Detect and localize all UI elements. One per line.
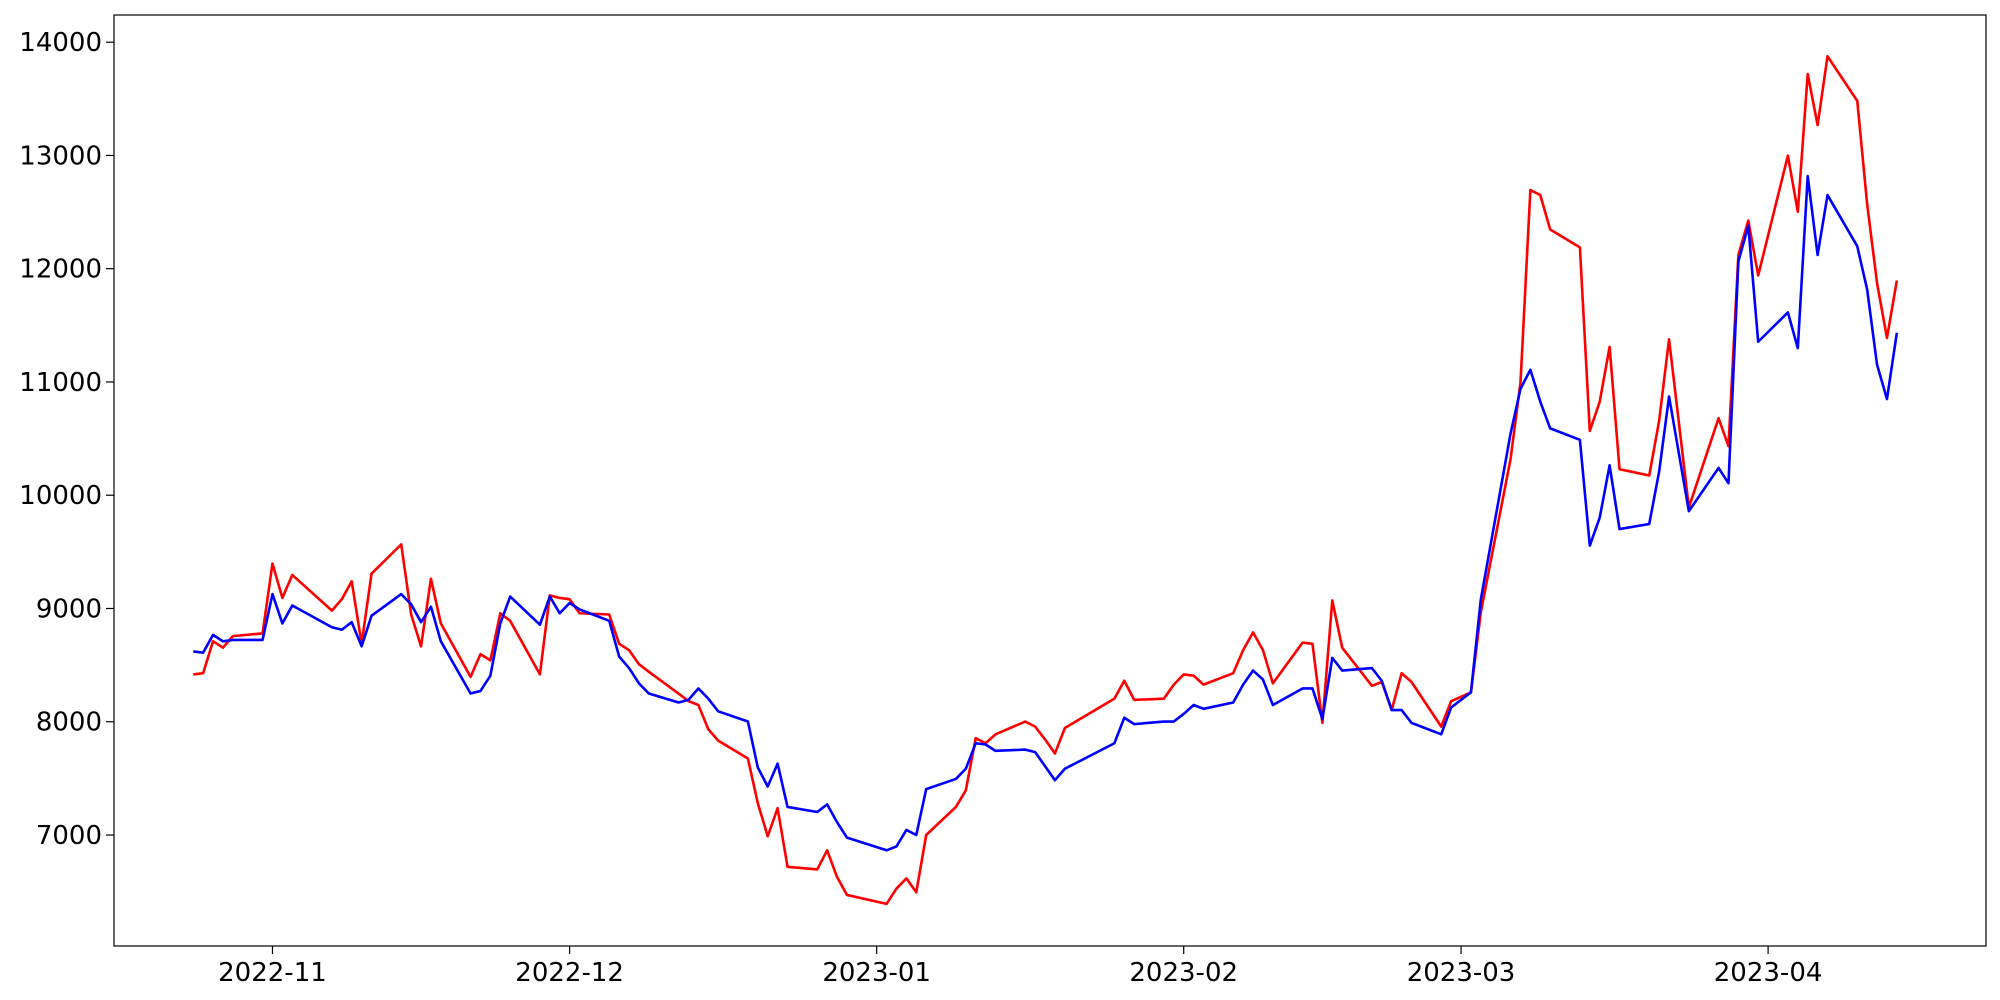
line-series — [193, 174, 1899, 852]
y-tick-label: 13000 — [19, 141, 102, 171]
y-tick-label: 14000 — [19, 28, 102, 58]
y-tick-label: 12000 — [19, 255, 102, 285]
y-tick-label: 9000 — [36, 594, 102, 624]
x-tick-label: 2022-11 — [218, 958, 327, 988]
x-tick-label: 2023-01 — [822, 958, 931, 988]
y-tick-label: 7000 — [36, 821, 102, 851]
x-tick-label: 2023-03 — [1407, 958, 1516, 988]
x-tick-label: 2023-02 — [1129, 958, 1238, 988]
x-tick-label: 2023-04 — [1714, 958, 1823, 988]
line-series — [193, 54, 1899, 906]
y-tick-label: 8000 — [36, 708, 102, 738]
y-tick-label: 11000 — [19, 368, 102, 398]
y-tick-label: 10000 — [19, 481, 102, 511]
x-tick-label: 2022-12 — [515, 958, 624, 988]
plot-frame — [113, 14, 1987, 947]
